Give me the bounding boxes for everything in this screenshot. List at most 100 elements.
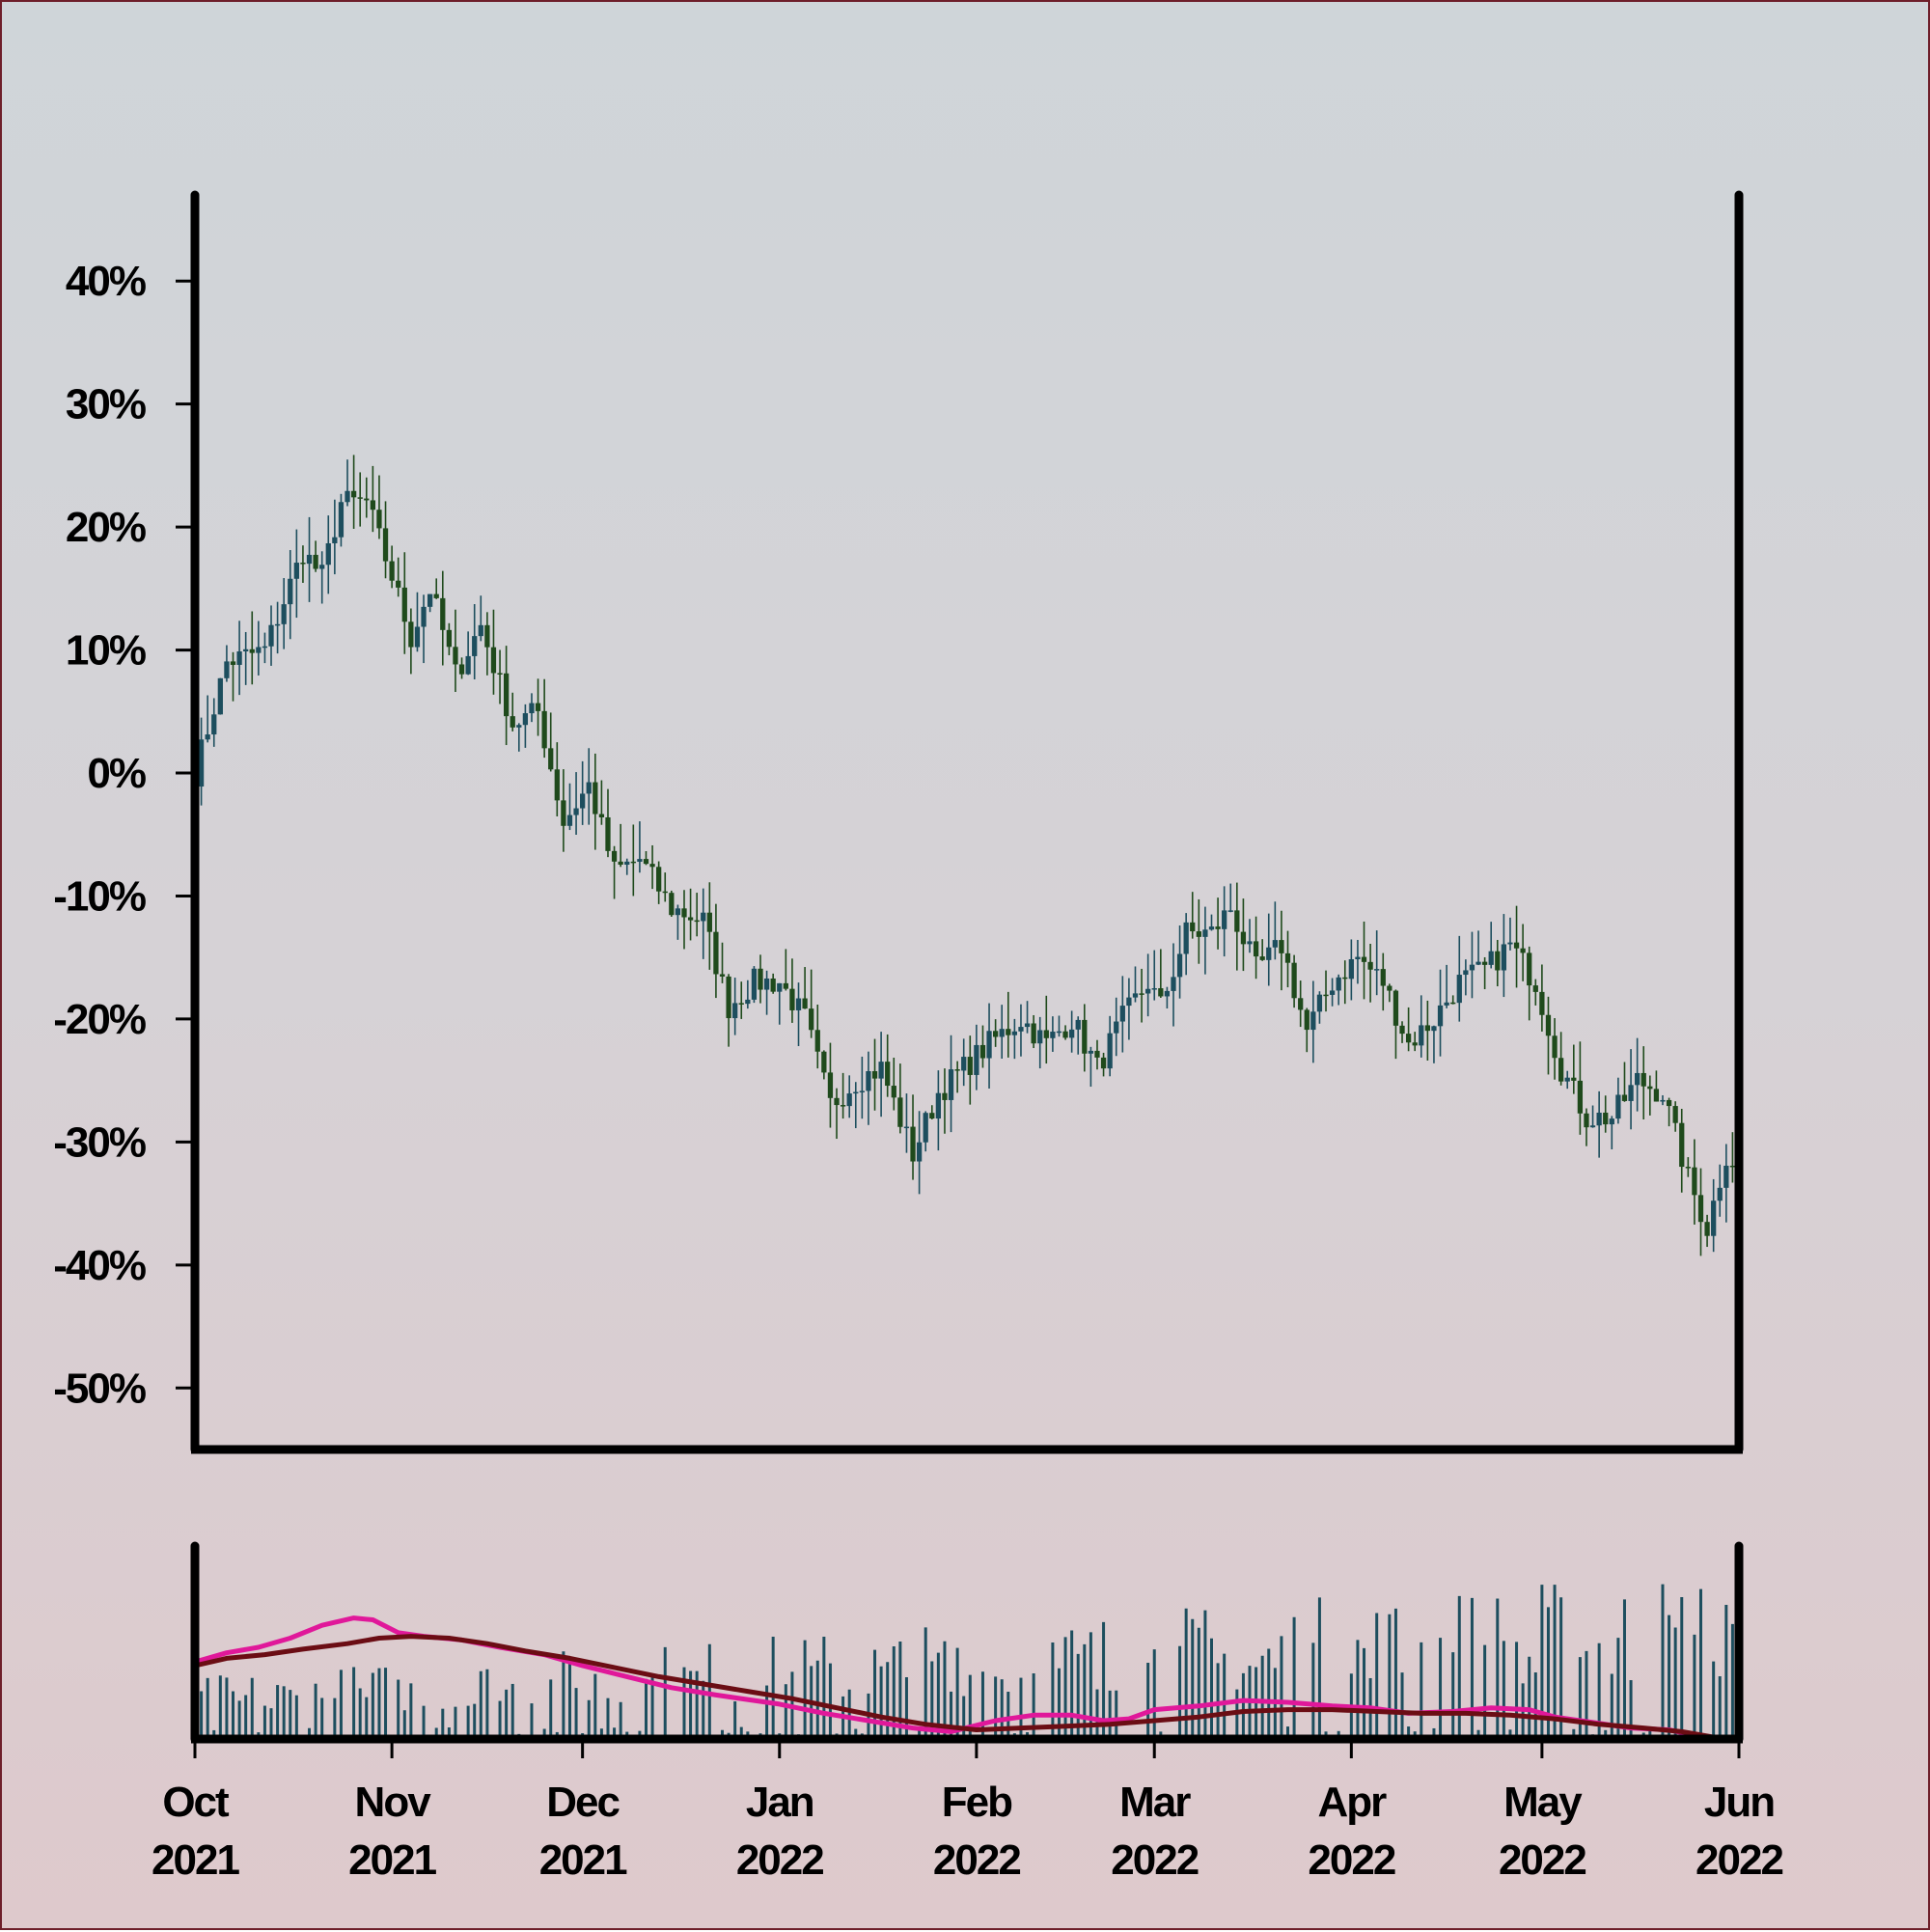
candle-body	[1171, 977, 1176, 991]
x-tick-year: 2021	[348, 1836, 436, 1884]
candle-body	[1545, 1014, 1552, 1036]
x-tick-year: 2022	[736, 1836, 823, 1884]
candle-body	[777, 982, 783, 992]
candle-body	[300, 563, 306, 565]
candle-body	[1011, 1031, 1018, 1035]
candle-body	[1558, 1058, 1564, 1082]
candle-body	[1584, 1113, 1589, 1128]
candle-body	[332, 537, 338, 543]
candle-body	[1392, 990, 1399, 1026]
candle-body	[961, 1057, 967, 1071]
candle-body	[630, 861, 636, 864]
candle-body	[281, 604, 287, 624]
candle-body	[288, 578, 293, 605]
candle-body	[878, 1062, 884, 1079]
candle-body	[1412, 1042, 1418, 1046]
candle-body	[885, 1062, 891, 1087]
candle-body	[605, 816, 611, 851]
candle-body	[262, 646, 268, 649]
candle-body	[726, 976, 731, 1019]
candle-body	[1227, 910, 1233, 912]
candle-body	[1729, 1165, 1736, 1168]
candle-body	[1640, 1072, 1646, 1087]
candle-body	[859, 1090, 865, 1092]
candle-body	[1685, 1167, 1691, 1169]
y-axis: 40% 30% 20% 10% 0% -10% -20% -30% -40% -50%	[53, 258, 195, 1412]
x-tick-month: Feb	[942, 1779, 1012, 1826]
candle-body	[1259, 956, 1265, 960]
candle-body	[1520, 948, 1526, 953]
candle-body	[458, 664, 465, 675]
candle-body	[853, 1091, 859, 1094]
candle-body	[719, 974, 726, 977]
candle-body	[541, 710, 547, 749]
candle-body	[554, 769, 560, 801]
candle-body	[618, 861, 623, 866]
candle-body	[821, 1051, 827, 1073]
candle-body	[795, 998, 802, 1010]
candle-body	[478, 624, 483, 637]
candle-body	[1577, 1080, 1584, 1114]
candle-body	[465, 655, 471, 675]
candle-body	[1006, 1029, 1011, 1035]
candle-body	[224, 661, 230, 678]
candle-body	[942, 1092, 948, 1100]
candle-body	[1399, 1025, 1405, 1035]
volume-ma-long-line	[194, 1634, 1715, 1740]
candle-body	[1062, 1031, 1068, 1038]
candle-body	[1596, 1112, 1602, 1126]
candle-body	[1552, 1035, 1558, 1059]
candle-body	[370, 500, 375, 511]
candle-body	[490, 647, 497, 674]
candle-body	[1463, 970, 1469, 976]
candle-body	[427, 593, 433, 607]
y-tick-label: -20%	[53, 996, 146, 1043]
candle-body	[1424, 1025, 1430, 1032]
candle-body	[217, 677, 223, 715]
candle-body	[1316, 994, 1323, 1012]
candle-body	[891, 1086, 896, 1098]
x-tick-month: Apr	[1317, 1779, 1387, 1826]
candle-body	[598, 814, 605, 817]
candle-body	[211, 714, 217, 735]
candle-body	[586, 782, 592, 794]
x-tick-year: 2022	[1111, 1836, 1198, 1884]
x-axis-labels: Oct 2021 Nov 2021 Dec 2021 Jan 2022 Feb 2022 Mar 20…	[152, 1739, 1784, 1884]
candle-body	[992, 1031, 999, 1037]
candle-body	[453, 647, 458, 665]
candle-body	[923, 1113, 928, 1143]
candle-body	[814, 1030, 820, 1052]
y-tick-label: -30%	[53, 1118, 146, 1166]
candle-body	[1037, 1030, 1043, 1044]
candle-body	[389, 561, 395, 581]
candle-body	[1653, 1089, 1660, 1102]
candle-body	[1723, 1165, 1729, 1188]
candle-body	[1284, 952, 1291, 963]
candle-body	[1329, 990, 1336, 995]
candle-body	[1088, 1050, 1094, 1054]
x-tick-year: 2022	[1696, 1836, 1782, 1884]
candle-body	[1342, 977, 1348, 980]
candle-body	[504, 673, 510, 717]
y-tick-label: 40%	[66, 258, 146, 305]
candle-body	[1704, 1222, 1710, 1236]
candle-body	[1539, 991, 1545, 1015]
candle-body	[897, 1097, 903, 1127]
candle-body	[948, 1069, 954, 1100]
candle-body	[1119, 1006, 1125, 1022]
candle-body	[472, 636, 478, 656]
candle-body	[522, 713, 529, 726]
candle-body	[1145, 988, 1151, 994]
candle-body	[433, 593, 439, 598]
candle-body	[1532, 985, 1538, 992]
candle-body	[809, 1008, 814, 1031]
candle-body	[840, 1105, 846, 1107]
candle-body	[376, 510, 382, 529]
candle-body	[999, 1029, 1005, 1037]
candle-body	[1589, 1125, 1596, 1128]
volume-panel	[190, 1541, 1744, 1744]
x-tick-year: 2021	[152, 1836, 239, 1884]
x-tick-year: 2022	[1499, 1836, 1585, 1884]
candle-body	[713, 931, 719, 975]
